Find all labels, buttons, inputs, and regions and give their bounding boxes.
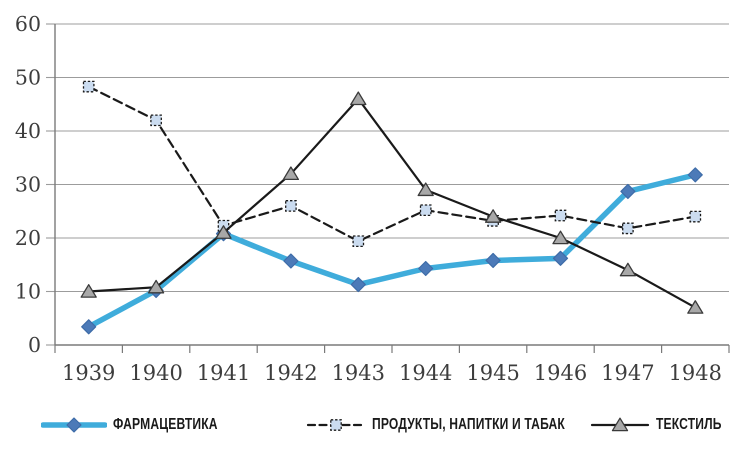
series-2-marker [552,230,569,245]
series-2-marker [350,91,367,106]
y-tick-label: 20 [15,226,41,250]
series-1-marker [554,209,567,222]
series-1-marker [285,200,297,212]
series-0-marker [418,260,434,277]
y-tick-label: 50 [15,66,41,90]
y-tick-label: 40 [15,119,41,143]
y-tick-label: 60 [15,12,41,36]
series-0-marker [350,276,366,293]
series-1-marker [352,235,365,248]
series-1-marker [622,222,634,235]
series-2-marker [619,262,637,277]
x-tick-label: 1948 [669,361,722,385]
y-tick-label: 10 [15,280,41,304]
series-0-marker [620,183,636,200]
y-tick-label: 30 [15,173,41,197]
legend-item-food-drinks-tobacco: ПРОДУКТЫ, НАПИТКИ И ТАБАК [306,412,619,438]
series-0-marker [81,319,97,335]
series-0-line [85,172,699,330]
series-2-marker [282,166,300,181]
x-tick-label: 1942 [264,361,317,385]
legend-marker [66,417,82,433]
x-tick-label: 1943 [332,361,385,385]
chart-legend: ФАРМАЦЕВТИКА ПРОДУКТЫ, НАПИТКИ И ТАБАК Т… [0,412,750,438]
series-2-marker [80,284,97,298]
series-2-line [87,97,697,309]
series-1-line [87,85,697,243]
legend-label-pharma: ФАРМАЦЕВТИКА [113,416,218,433]
x-tick-label: 1944 [399,361,452,385]
series-0-marker [485,252,501,269]
series-2-marker [215,225,232,239]
x-tick-label: 1939 [62,361,115,385]
x-tick-label: 1941 [197,361,250,385]
legend-swatch-pharma-icon [41,417,107,433]
legend-item-textile: ТЕКСТИЛЬ [590,412,740,438]
series-1-marker [82,80,95,93]
chart-svg: 0 10 20 30 40 50 60 1939 1940 1941 1942 1943 1944 194… [15,12,730,385]
series-1-marker [150,114,162,127]
legend-marker [611,417,629,432]
series-2-marker [484,209,502,223]
series-0-marker [283,253,299,269]
x-tick-label: 1940 [129,361,182,385]
series-2-marker [687,300,704,314]
series-0-marker [552,250,569,266]
series-1-marker [689,210,702,223]
series-1-marker [419,204,432,217]
legend-swatch-food-drinks-tobacco-icon [306,419,366,431]
y-tick-label: 0 [28,333,41,357]
series-2-marker [417,182,434,197]
legend-item-pharma: ФАРМАЦЕВТИКА [41,412,247,438]
legend-label-textile: ТЕКСТИЛЬ [656,416,722,433]
legend-marker [330,419,342,431]
legend-swatch-textile-icon [590,417,650,432]
series-0-marker [687,167,703,183]
x-tick-label: 1946 [534,361,587,385]
series-2-marker [147,279,165,294]
legend-label-food-drinks-tobacco: ПРОДУКТЫ, НАПИТКИ И ТАБАК [372,416,565,433]
x-tick-label: 1945 [466,361,519,385]
x-tick-label: 1947 [601,361,654,385]
